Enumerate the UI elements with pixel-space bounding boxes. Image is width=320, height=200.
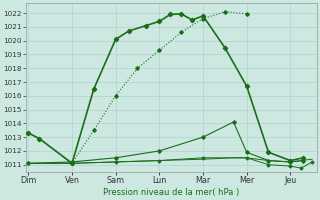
X-axis label: Pression niveau de la mer( hPa ): Pression niveau de la mer( hPa ) xyxy=(103,188,239,197)
